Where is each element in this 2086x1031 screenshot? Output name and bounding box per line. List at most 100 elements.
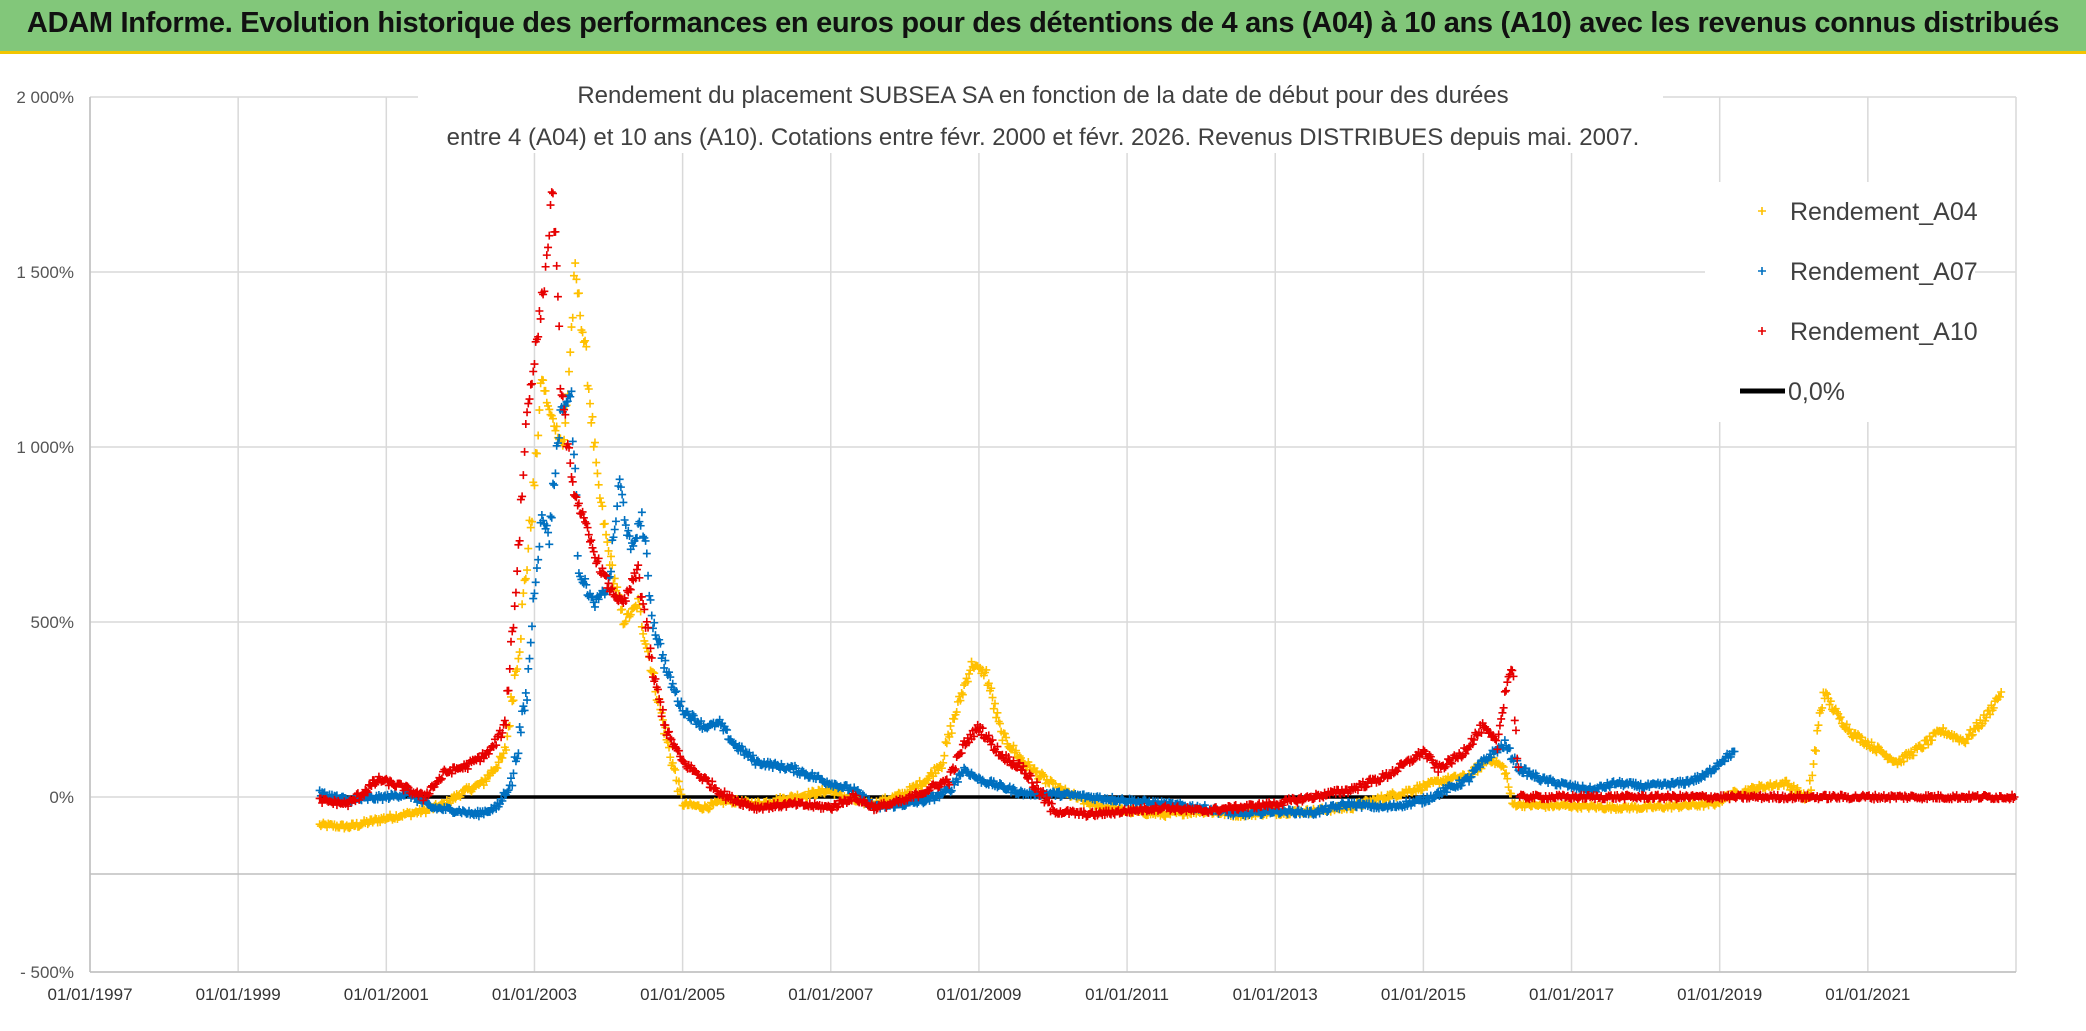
data-point	[588, 412, 597, 421]
data-point	[1981, 716, 1990, 725]
x-tick-label: 01/01/2007	[788, 985, 873, 1004]
data-point	[645, 591, 654, 600]
chart-title-line-2: entre 4 (A04) et 10 ans (A10). Cotations…	[447, 124, 1640, 151]
data-point	[1968, 730, 1977, 739]
data-point	[492, 741, 501, 750]
data-point	[1793, 783, 1802, 792]
y-tick-label: 0%	[49, 788, 74, 807]
data-point	[687, 716, 696, 725]
data-point	[500, 716, 509, 725]
data-point	[515, 648, 524, 657]
data-point	[534, 555, 543, 564]
data-point	[688, 709, 697, 718]
data-point	[1730, 747, 1739, 756]
data-point	[1393, 767, 1402, 776]
data-point	[1409, 756, 1418, 765]
data-point	[720, 787, 729, 796]
data-point	[1039, 787, 1048, 796]
data-point	[505, 664, 514, 673]
data-point	[967, 657, 976, 666]
data-point	[579, 338, 588, 347]
data-point	[523, 566, 532, 575]
data-point	[597, 498, 606, 507]
data-point	[650, 669, 659, 678]
data-point	[683, 707, 692, 716]
data-point	[1961, 739, 1970, 748]
series-Rendement_A07	[315, 387, 1739, 821]
data-point	[687, 761, 696, 770]
data-point	[548, 479, 557, 488]
data-point	[621, 521, 630, 530]
data-point	[518, 492, 527, 501]
data-point	[641, 639, 650, 648]
data-point	[382, 774, 391, 783]
data-point	[984, 731, 993, 740]
data-point	[532, 564, 541, 573]
data-point	[647, 653, 656, 662]
data-point	[507, 637, 516, 646]
data-point	[1025, 761, 1034, 770]
data-point	[987, 740, 996, 749]
data-point	[666, 673, 675, 682]
data-point	[1476, 763, 1485, 772]
y-tick-label: 1 500%	[16, 263, 74, 282]
data-point	[634, 561, 643, 570]
data-point	[607, 552, 616, 561]
axes: 01/01/1997 01/01/1999 01/01/2001 01/01/2003…	[16, 88, 2016, 1004]
data-point	[600, 570, 609, 579]
data-point	[1494, 730, 1503, 739]
data-point	[1514, 763, 1523, 772]
data-point	[1507, 789, 1516, 798]
data-point	[1505, 744, 1514, 753]
data-point	[582, 342, 591, 351]
data-point	[1510, 716, 1519, 725]
data-point	[437, 774, 446, 783]
data-point	[515, 536, 524, 545]
data-point	[572, 275, 581, 284]
data-point	[671, 765, 680, 774]
data-point	[1118, 794, 1127, 803]
data-point	[581, 574, 590, 583]
data-point	[1457, 781, 1466, 790]
data-point	[1842, 720, 1851, 729]
data-point	[384, 794, 393, 803]
data-point	[668, 679, 677, 688]
data-point	[1513, 754, 1522, 763]
data-point	[330, 795, 339, 804]
data-point	[625, 532, 634, 541]
data-point	[851, 791, 860, 800]
data-point	[1620, 795, 1629, 804]
data-point	[534, 431, 543, 440]
data-point	[595, 494, 604, 503]
data-point	[546, 201, 555, 210]
data-point	[951, 765, 960, 774]
data-point	[603, 538, 612, 547]
data-point	[641, 536, 650, 545]
data-point	[578, 507, 587, 516]
data-point	[509, 696, 518, 705]
data-point	[1384, 794, 1393, 803]
data-point	[947, 729, 956, 738]
data-point	[362, 786, 371, 795]
data-point	[481, 750, 490, 759]
data-point	[677, 790, 686, 799]
data-point	[661, 656, 670, 665]
report-title: ADAM Informe. Evolution historique des p…	[26, 7, 2060, 39]
chart-title-background	[418, 56, 1663, 120]
data-point	[1016, 786, 1025, 795]
data-point	[592, 458, 601, 467]
data-point	[656, 698, 665, 707]
data-point	[950, 715, 959, 724]
data-point	[567, 323, 576, 332]
data-point	[618, 605, 627, 614]
data-point	[963, 767, 972, 776]
data-point	[1813, 726, 1822, 735]
data-point	[514, 749, 523, 758]
data-point	[681, 759, 690, 768]
data-point	[546, 512, 555, 521]
data-point	[650, 618, 659, 627]
data-point	[598, 502, 607, 511]
data-point	[531, 578, 540, 587]
data-point	[626, 585, 635, 594]
data-point	[540, 287, 549, 296]
